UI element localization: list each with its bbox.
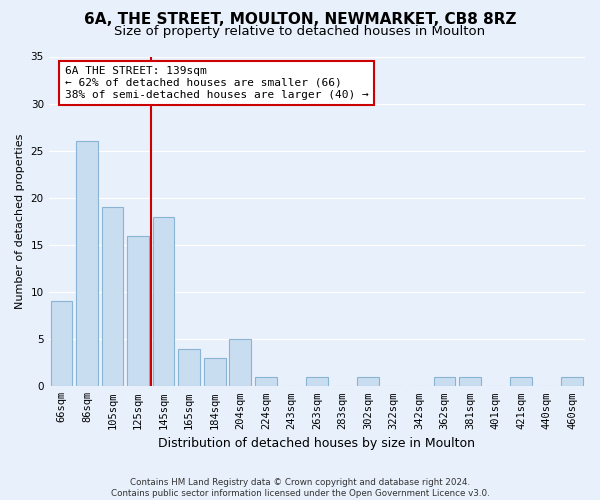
- Bar: [306, 377, 328, 386]
- Y-axis label: Number of detached properties: Number of detached properties: [15, 134, 25, 309]
- Bar: [510, 377, 532, 386]
- Bar: [178, 348, 200, 387]
- Bar: [229, 339, 251, 386]
- Text: Contains HM Land Registry data © Crown copyright and database right 2024.
Contai: Contains HM Land Registry data © Crown c…: [110, 478, 490, 498]
- Bar: [255, 377, 277, 386]
- Bar: [562, 377, 583, 386]
- Bar: [357, 377, 379, 386]
- Bar: [434, 377, 455, 386]
- Text: 6A, THE STREET, MOULTON, NEWMARKET, CB8 8RZ: 6A, THE STREET, MOULTON, NEWMARKET, CB8 …: [84, 12, 516, 28]
- Text: Size of property relative to detached houses in Moulton: Size of property relative to detached ho…: [115, 25, 485, 38]
- Text: 6A THE STREET: 139sqm
← 62% of detached houses are smaller (66)
38% of semi-deta: 6A THE STREET: 139sqm ← 62% of detached …: [65, 66, 368, 100]
- Bar: [459, 377, 481, 386]
- Bar: [101, 208, 124, 386]
- Bar: [127, 236, 149, 386]
- Bar: [153, 216, 175, 386]
- Bar: [204, 358, 226, 386]
- X-axis label: Distribution of detached houses by size in Moulton: Distribution of detached houses by size …: [158, 437, 475, 450]
- Bar: [76, 142, 98, 386]
- Bar: [50, 302, 72, 386]
